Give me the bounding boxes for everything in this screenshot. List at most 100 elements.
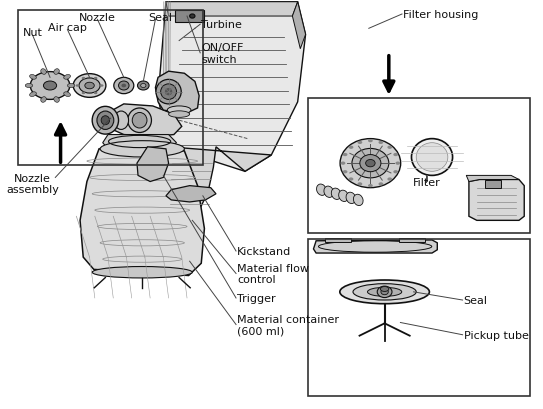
Text: Filter: Filter xyxy=(413,177,440,187)
Ellipse shape xyxy=(387,146,392,150)
Ellipse shape xyxy=(349,146,353,150)
Ellipse shape xyxy=(81,78,85,80)
Ellipse shape xyxy=(357,142,362,145)
Text: Nozzle: Nozzle xyxy=(79,13,116,23)
Text: Nozzle
assembly: Nozzle assembly xyxy=(6,173,59,195)
Ellipse shape xyxy=(190,15,195,19)
Ellipse shape xyxy=(54,97,59,103)
Ellipse shape xyxy=(357,183,362,186)
Ellipse shape xyxy=(353,284,416,300)
Text: Material flow
control: Material flow control xyxy=(237,263,309,285)
Ellipse shape xyxy=(101,117,110,126)
Bar xyxy=(308,239,529,396)
Ellipse shape xyxy=(412,139,452,176)
Ellipse shape xyxy=(353,195,363,206)
Ellipse shape xyxy=(167,213,176,218)
Text: Nut: Nut xyxy=(23,28,42,38)
Ellipse shape xyxy=(73,74,106,98)
Ellipse shape xyxy=(81,92,85,95)
Ellipse shape xyxy=(92,107,118,135)
Ellipse shape xyxy=(339,191,349,202)
Polygon shape xyxy=(166,3,298,17)
Ellipse shape xyxy=(43,82,56,91)
Ellipse shape xyxy=(156,80,181,105)
Ellipse shape xyxy=(41,70,46,75)
Ellipse shape xyxy=(324,187,333,198)
Ellipse shape xyxy=(378,142,383,145)
Ellipse shape xyxy=(381,287,389,292)
Ellipse shape xyxy=(343,153,348,157)
Ellipse shape xyxy=(317,184,326,196)
Ellipse shape xyxy=(41,97,46,103)
Ellipse shape xyxy=(122,84,126,88)
Ellipse shape xyxy=(168,112,190,118)
Polygon shape xyxy=(166,147,272,209)
Ellipse shape xyxy=(346,193,356,204)
Ellipse shape xyxy=(75,85,79,88)
Ellipse shape xyxy=(368,184,372,188)
Polygon shape xyxy=(105,105,182,137)
Polygon shape xyxy=(292,3,306,49)
Ellipse shape xyxy=(393,153,398,157)
Ellipse shape xyxy=(67,84,75,88)
Ellipse shape xyxy=(393,171,398,174)
Text: Material container
(600 ml): Material container (600 ml) xyxy=(237,314,339,335)
Ellipse shape xyxy=(381,289,388,295)
Ellipse shape xyxy=(100,85,104,88)
Ellipse shape xyxy=(64,75,71,80)
Ellipse shape xyxy=(64,92,71,97)
Ellipse shape xyxy=(30,92,36,97)
Text: Seal: Seal xyxy=(149,13,173,23)
Polygon shape xyxy=(158,3,306,172)
Ellipse shape xyxy=(30,72,70,100)
Ellipse shape xyxy=(167,107,191,115)
Ellipse shape xyxy=(26,84,33,88)
Ellipse shape xyxy=(146,225,155,231)
Ellipse shape xyxy=(54,70,59,75)
Ellipse shape xyxy=(118,82,129,91)
Bar xyxy=(485,181,501,188)
Polygon shape xyxy=(103,135,176,149)
Ellipse shape xyxy=(378,183,383,186)
Polygon shape xyxy=(466,176,519,182)
Ellipse shape xyxy=(368,140,372,143)
Text: Pickup tube: Pickup tube xyxy=(464,330,528,340)
Ellipse shape xyxy=(352,149,389,178)
Ellipse shape xyxy=(165,89,172,96)
Ellipse shape xyxy=(172,210,181,216)
Bar xyxy=(175,11,204,23)
Ellipse shape xyxy=(92,267,192,278)
Ellipse shape xyxy=(156,219,166,225)
Polygon shape xyxy=(313,240,437,254)
Ellipse shape xyxy=(349,178,353,181)
Ellipse shape xyxy=(140,228,150,234)
Ellipse shape xyxy=(97,112,114,130)
Text: Trigger: Trigger xyxy=(237,293,276,303)
Ellipse shape xyxy=(365,160,375,167)
Polygon shape xyxy=(80,149,204,276)
Bar xyxy=(18,11,203,166)
Ellipse shape xyxy=(387,178,392,181)
Polygon shape xyxy=(166,186,216,202)
Ellipse shape xyxy=(141,84,146,88)
Ellipse shape xyxy=(128,109,151,133)
Text: Filter housing: Filter housing xyxy=(403,10,478,20)
Bar xyxy=(308,99,529,233)
Text: Turbine: Turbine xyxy=(201,20,242,30)
Ellipse shape xyxy=(343,171,348,174)
Ellipse shape xyxy=(340,162,345,165)
Ellipse shape xyxy=(395,162,400,165)
Ellipse shape xyxy=(30,75,36,80)
Ellipse shape xyxy=(331,189,341,200)
Ellipse shape xyxy=(94,92,97,95)
Text: Kickstand: Kickstand xyxy=(237,246,292,256)
Ellipse shape xyxy=(85,83,94,90)
Ellipse shape xyxy=(416,144,448,172)
Polygon shape xyxy=(137,147,168,182)
Ellipse shape xyxy=(340,139,401,188)
Ellipse shape xyxy=(377,286,392,298)
Ellipse shape xyxy=(360,155,381,172)
Polygon shape xyxy=(399,238,425,243)
Ellipse shape xyxy=(100,142,185,157)
Ellipse shape xyxy=(161,216,171,222)
